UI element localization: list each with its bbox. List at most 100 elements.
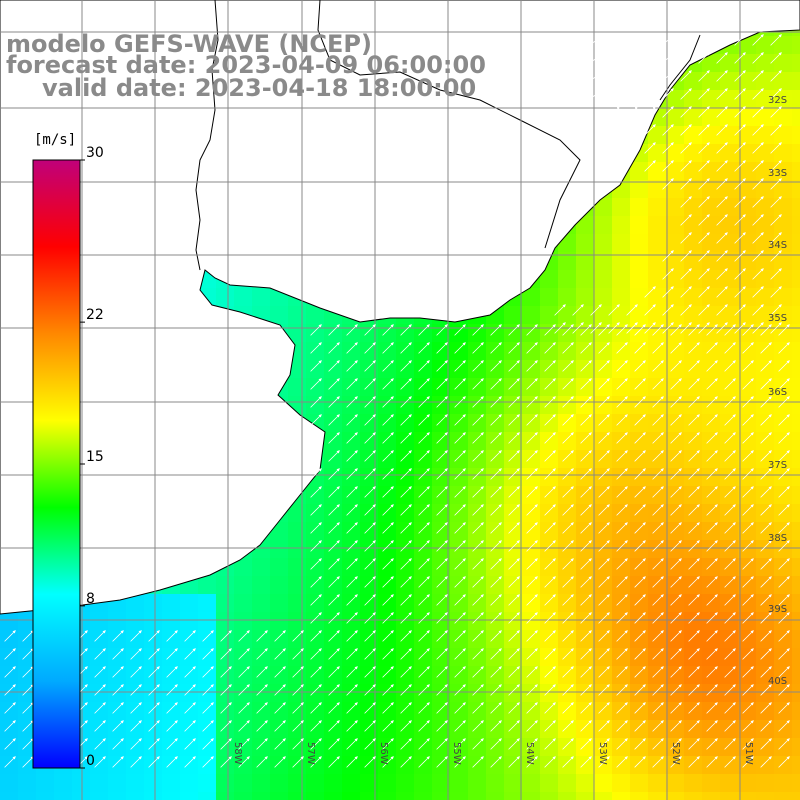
wind-arrow bbox=[752, 250, 764, 262]
wind-arrow bbox=[526, 648, 538, 660]
wind-speed-cell bbox=[414, 558, 432, 576]
wind-arrow bbox=[454, 450, 466, 462]
wind-speed-cell bbox=[792, 468, 800, 486]
wind-arrow bbox=[778, 396, 790, 408]
wind-speed-cell bbox=[612, 756, 630, 774]
wind-speed-cell bbox=[702, 270, 720, 288]
wind-arrow bbox=[202, 648, 214, 660]
wind-arrow bbox=[436, 504, 448, 516]
wind-speed-cell bbox=[450, 756, 468, 774]
wind-speed-cell bbox=[774, 576, 792, 594]
wind-arrow bbox=[616, 342, 628, 354]
wind-speed-cell bbox=[792, 414, 800, 432]
wind-arrow bbox=[472, 342, 484, 354]
wind-speed-cell bbox=[270, 306, 288, 324]
wind-speed-cell bbox=[540, 756, 558, 774]
wind-arrow bbox=[562, 360, 574, 372]
wind-arrow bbox=[508, 540, 520, 552]
wind-speed-cell bbox=[432, 792, 450, 800]
wind-arrow bbox=[662, 286, 674, 298]
wind-arrow bbox=[724, 630, 736, 642]
wind-arrow bbox=[400, 522, 412, 534]
wind-arrow bbox=[688, 702, 700, 714]
wind-speed-cell bbox=[792, 306, 800, 324]
wind-arrow bbox=[580, 720, 592, 732]
wind-speed-cell bbox=[504, 612, 522, 630]
wind-arrow bbox=[562, 630, 574, 642]
wind-speed-cell bbox=[468, 468, 486, 486]
wind-arrow bbox=[562, 468, 574, 480]
wind-arrow bbox=[454, 666, 466, 678]
wind-arrow bbox=[580, 522, 592, 534]
wind-speed-cell bbox=[576, 252, 594, 270]
wind-speed-cell bbox=[684, 486, 702, 504]
wind-speed-cell bbox=[360, 594, 378, 612]
wind-arrow bbox=[580, 666, 592, 678]
wind-speed-cell bbox=[90, 684, 108, 702]
wind-speed-cell bbox=[414, 342, 432, 360]
wind-arrow bbox=[382, 594, 394, 606]
wind-speed-cell bbox=[0, 666, 18, 684]
wind-arrow bbox=[752, 178, 764, 190]
wind-arrow bbox=[572, 34, 584, 46]
wind-arrow bbox=[490, 486, 502, 498]
wind-speed-cell bbox=[504, 540, 522, 558]
wind-speed-cell bbox=[18, 648, 36, 666]
wind-speed-cell bbox=[738, 144, 756, 162]
wind-speed-cell bbox=[792, 630, 800, 648]
wind-speed-cell bbox=[324, 684, 342, 702]
wind-speed-cell bbox=[18, 792, 36, 800]
wind-arrow bbox=[724, 594, 736, 606]
wind-arrow bbox=[544, 450, 556, 462]
wind-speed-cell bbox=[306, 486, 324, 504]
wind-speed-cell bbox=[666, 558, 684, 576]
wind-speed-cell bbox=[576, 270, 594, 288]
wind-speed-cell bbox=[756, 774, 774, 792]
wind-speed-cell bbox=[216, 738, 234, 756]
wind-arrow bbox=[616, 756, 628, 768]
wind-arrow bbox=[706, 378, 718, 390]
wind-arrow bbox=[662, 250, 674, 262]
wind-speed-cell bbox=[558, 360, 576, 378]
wind-arrow bbox=[652, 450, 664, 462]
wind-speed-cell bbox=[414, 450, 432, 468]
wind-speed-cell bbox=[378, 648, 396, 666]
wind-arrow bbox=[706, 450, 718, 462]
wind-arrow bbox=[526, 666, 538, 678]
wind-arrow bbox=[544, 324, 556, 336]
wind-arrow bbox=[364, 702, 376, 714]
wind-arrow bbox=[364, 666, 376, 678]
wind-speed-cell bbox=[486, 558, 504, 576]
wind-speed-cell bbox=[738, 720, 756, 738]
wind-arrow bbox=[346, 702, 358, 714]
wind-arrow bbox=[436, 666, 448, 678]
wind-speed-cell bbox=[234, 684, 252, 702]
wind-speed-cell bbox=[396, 738, 414, 756]
wind-speed-cell bbox=[594, 540, 612, 558]
wind-speed-cell bbox=[216, 756, 234, 774]
wind-arrow bbox=[688, 738, 700, 750]
wind-arrow bbox=[688, 594, 700, 606]
wind-speed-cell bbox=[756, 630, 774, 648]
wind-speed-cell bbox=[198, 702, 216, 720]
latitude-label: 39S bbox=[768, 604, 788, 615]
wind-speed-cell bbox=[144, 774, 162, 792]
wind-arrow bbox=[202, 738, 214, 750]
wind-arrow bbox=[508, 360, 520, 372]
wind-speed-cell bbox=[504, 594, 522, 612]
wind-speed-cell bbox=[648, 702, 666, 720]
latitude-label: 40S bbox=[768, 676, 788, 687]
wind-speed-cell bbox=[540, 522, 558, 540]
wind-speed-cell bbox=[702, 576, 720, 594]
wind-speed-cell bbox=[342, 432, 360, 450]
wind-arrow bbox=[742, 540, 754, 552]
wind-speed-cell bbox=[378, 630, 396, 648]
wind-speed-cell bbox=[684, 540, 702, 558]
border-line bbox=[195, 0, 219, 271]
wind-speed-cell bbox=[756, 72, 774, 90]
wind-arrow bbox=[662, 34, 674, 46]
wind-speed-cell bbox=[108, 630, 126, 648]
wind-arrow bbox=[706, 738, 718, 750]
wind-arrow bbox=[644, 286, 656, 298]
wind-speed-cell bbox=[432, 738, 450, 756]
